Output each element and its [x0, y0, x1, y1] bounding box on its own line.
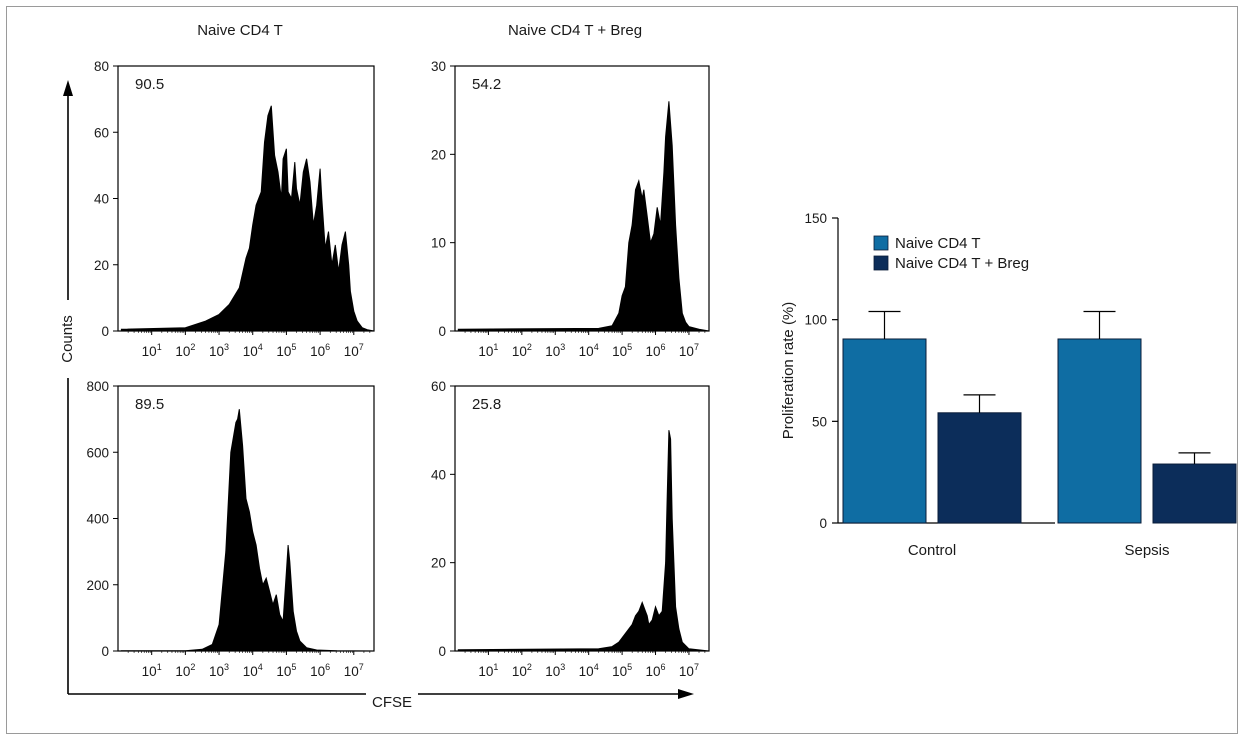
x-tick-label: 105 — [612, 342, 632, 359]
category-label-control: Control — [908, 542, 956, 559]
y-tick-label: 30 — [431, 59, 446, 74]
histogram-fill — [457, 101, 710, 332]
x-tick-label: 101 — [478, 342, 498, 359]
x-tick-label: 101 — [142, 342, 162, 359]
gate-percentage: 89.5 — [135, 396, 164, 413]
x-tick-label: 103 — [545, 662, 565, 679]
y-tick-label: 40 — [94, 192, 109, 207]
y-tick-label: 50 — [812, 414, 827, 429]
x-tick-label: 102 — [175, 662, 195, 679]
histogram-fill — [120, 105, 375, 332]
y-tick-label: 20 — [431, 556, 446, 571]
x-tick-label: 103 — [209, 662, 229, 679]
histogram-fill — [457, 430, 710, 652]
y-tick-label: 60 — [431, 379, 446, 394]
y-tick-label: 800 — [86, 379, 109, 394]
y-tick-label: 0 — [819, 516, 827, 531]
legend-swatch — [873, 255, 889, 271]
histogram-fill — [120, 409, 375, 652]
x-tick-label: 107 — [679, 662, 699, 679]
x-tick-label: 102 — [175, 342, 195, 359]
y-tick-label: 80 — [94, 59, 109, 74]
y-tick-label: 600 — [86, 445, 109, 460]
x-tick-label: 103 — [209, 342, 229, 359]
histogram-top-right: 0 10 20 30 101 102 103 104 105 106 107 54.2 — [431, 59, 710, 359]
x-tick-label: 105 — [276, 342, 296, 359]
x-tick-label: 107 — [679, 342, 699, 359]
histogram-bottom-right: 0 20 40 60 101 102 103 104 105 106 107 25.8 — [431, 379, 710, 679]
category-label-sepsis: Sepsis — [1124, 542, 1169, 559]
bar-control-2 — [937, 412, 1022, 524]
plot-frame — [454, 65, 710, 332]
x-tick-label: 103 — [545, 342, 565, 359]
y-tick-label: 150 — [804, 211, 827, 226]
histogram-bottom-left: 0 200 400 600 800 101 102 103 104 105 106 107 89.5 — [86, 379, 375, 679]
bar-sepsis-2 — [1152, 463, 1237, 524]
x-tick-label: 101 — [478, 662, 498, 679]
plot-frame — [454, 385, 710, 652]
bar-control-1 — [842, 338, 927, 524]
y-tick-label: 0 — [101, 324, 109, 339]
y-tick-label: 20 — [431, 147, 446, 162]
x-tick-label: 102 — [512, 342, 532, 359]
y-tick-label: 10 — [431, 236, 446, 251]
col-title-1: Naive CD4 T — [197, 22, 283, 39]
y-tick-label: 0 — [101, 644, 109, 659]
x-tick-label: 106 — [646, 342, 666, 359]
y-tick-label: 0 — [438, 324, 446, 339]
x-tick-label: 104 — [579, 342, 599, 359]
x-tick-label: 104 — [579, 662, 599, 679]
figure-frame — [6, 6, 1238, 734]
x-tick-label: 106 — [646, 662, 666, 679]
gate-percentage: 25.8 — [472, 396, 501, 413]
cfse-arrow — [68, 689, 694, 699]
col-title-2: Naive CD4 T + Breg — [508, 22, 642, 39]
x-tick-label: 105 — [612, 662, 632, 679]
y-tick-label: 60 — [94, 125, 109, 140]
gate-percentage: 54.2 — [472, 76, 501, 93]
x-tick-label: 104 — [243, 342, 263, 359]
x-tick-label: 107 — [344, 662, 364, 679]
x-tick-label: 105 — [276, 662, 296, 679]
y-axis-label: Proliferation rate (%) — [780, 302, 797, 440]
x-tick-label: 107 — [344, 342, 364, 359]
x-tick-label: 101 — [142, 662, 162, 679]
counts-arrow — [63, 80, 73, 694]
counts-label: Counts — [59, 315, 76, 363]
gate-percentage: 90.5 — [135, 76, 164, 93]
x-tick-label: 106 — [310, 342, 330, 359]
y-tick-label: 20 — [94, 258, 109, 273]
histogram-top-left: 0 20 40 60 80 101 102 103 104 105 106 107 90.5 — [94, 59, 375, 359]
y-tick-label: 100 — [804, 313, 827, 328]
bar-chart: 0 50 100 150 Proliferation rate (%) Control Se… — [780, 211, 1237, 559]
bar-sepsis-1 — [1057, 338, 1142, 524]
legend-swatch — [873, 235, 889, 251]
x-tick-label: 106 — [310, 662, 330, 679]
y-tick-label: 40 — [431, 467, 446, 482]
y-tick-label: 0 — [438, 644, 446, 659]
cfse-label: CFSE — [372, 694, 412, 711]
y-tick-label: 400 — [86, 512, 109, 527]
legend-label: Naive CD4 T — [895, 235, 981, 252]
x-tick-label: 104 — [243, 662, 263, 679]
x-tick-label: 102 — [512, 662, 532, 679]
y-tick-label: 200 — [86, 578, 109, 593]
legend-label: Naive CD4 T + Breg — [895, 255, 1029, 272]
